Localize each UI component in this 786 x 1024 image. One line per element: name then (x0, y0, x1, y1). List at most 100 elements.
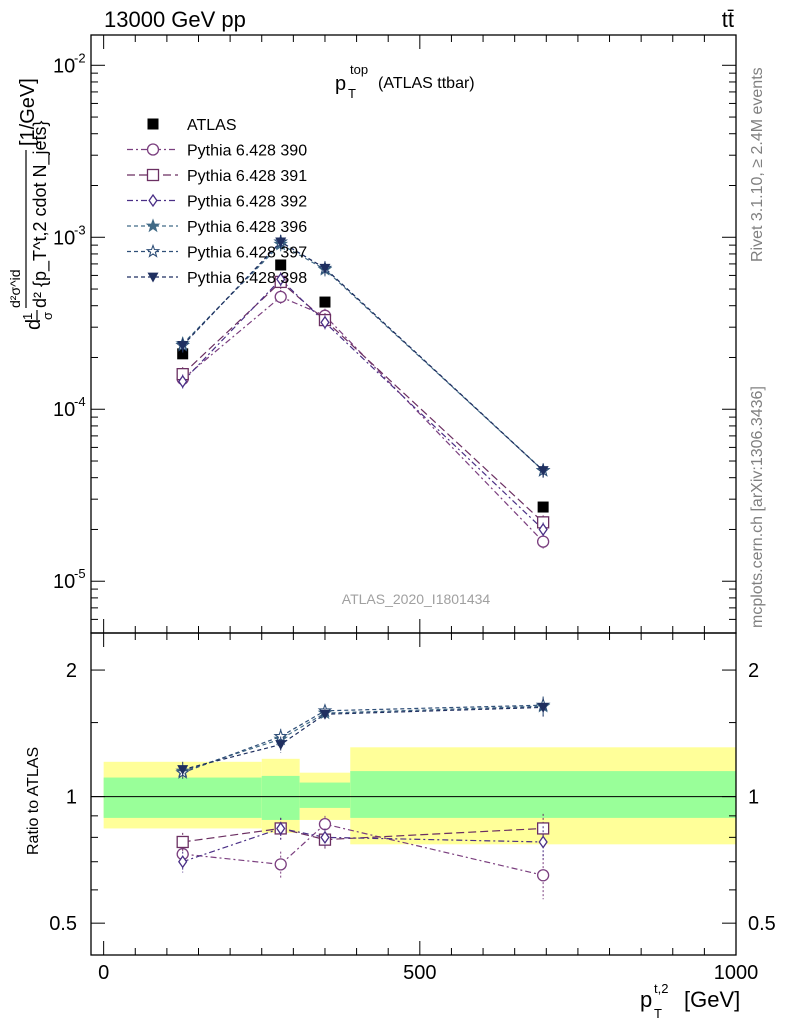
legend-marker (147, 118, 159, 130)
ratio-y-tick-label: 2 (66, 660, 77, 682)
legend-marker (146, 143, 160, 156)
ratio-uncertainty-bands (91, 747, 736, 845)
mcplots-label: mcplots.cern.ch [arXiv:1306.3436] (749, 386, 766, 628)
ratio-series-line (182, 823, 544, 876)
legend-label: Pythia 6.428 391 (187, 168, 307, 185)
ylabel-frac2-den: d² {p_T^t,2 cdot N_jets} (30, 120, 51, 308)
ratio-data-point (319, 709, 331, 720)
ratio-data-point (536, 869, 550, 882)
ratio-stat-band (299, 782, 351, 808)
y-tick-label: 10 (53, 571, 75, 593)
main-data-point (275, 259, 287, 271)
y-tick-label: 10 (53, 399, 75, 421)
ratio-y-tick-label: 0.5 (49, 913, 77, 935)
y-tick-label-exponent: -2 (74, 50, 86, 65)
legend-label: Pythia 6.428 398 (187, 270, 307, 287)
main-series-lines (182, 241, 544, 543)
ratio-series-line (182, 706, 544, 771)
xlabel-units: [GeV] (684, 987, 740, 1012)
legend-label: Pythia 6.428 390 (187, 143, 307, 160)
plot-title-sub: T (348, 86, 356, 101)
energy-label: 13000 GeV pp (104, 7, 246, 32)
y-tick-label-exponent: -4 (74, 394, 86, 409)
ylabel-frac2-num: d²σ^id (7, 269, 23, 308)
ratio-data-point (536, 822, 550, 835)
ratio-data-point (177, 765, 189, 776)
ratio-series-line (182, 827, 544, 863)
y-tick-label-exponent: -3 (74, 222, 86, 237)
legend-marker (148, 193, 158, 208)
ylabel-frac1-num: 1 (20, 313, 35, 320)
ratio-series-marks (175, 696, 551, 900)
legend-marker (146, 168, 160, 182)
y-tick-label: 10 (53, 55, 75, 77)
plot-title-sup: top (350, 62, 368, 77)
main-series-line (182, 296, 544, 543)
plot-title-p: p (335, 73, 346, 95)
main-data-point (177, 348, 189, 360)
legend-label: ATLAS (187, 117, 237, 134)
main-series-line (182, 241, 544, 472)
main-data-point (319, 296, 331, 308)
legend-marker (145, 218, 161, 233)
ratio-y-tick-label-right: 2 (748, 660, 759, 682)
legend-label: Pythia 6.428 392 (187, 194, 307, 211)
ratio-data-point (176, 835, 189, 849)
ratio-data-point (320, 830, 330, 844)
ratio-data-point (274, 858, 287, 871)
ratio-data-point (273, 728, 289, 743)
ratio-y-tick-label-right: 0.5 (748, 913, 776, 935)
main-series-line (182, 278, 544, 530)
ratio-series-lines (182, 704, 544, 876)
y-axis-label-main: d 1 σ d²σ^id d² {p_T^t,2 cdot N_jets} [1… (7, 78, 55, 330)
xlabel-p: p (640, 987, 652, 1012)
legend-label: Pythia 6.428 396 (187, 219, 307, 236)
ratio-y-tick-label-right: 1 (748, 787, 759, 809)
main-data-point (275, 237, 287, 248)
ratio-data-point (318, 817, 332, 831)
ratio-stat-band (261, 775, 300, 820)
ratio-series-line (182, 827, 544, 843)
main-series-marks (175, 234, 551, 549)
ratio-stat-band (103, 777, 262, 818)
ratio-data-point (538, 835, 548, 849)
rivet-version-label: Rivet 3.1.10, ≥ 2.4M events (749, 67, 766, 262)
ratio-plot-frame (90, 632, 737, 956)
y-tick-label-exponent: -5 (74, 566, 86, 581)
ratio-data-point (537, 703, 549, 713)
main-data-point (178, 374, 188, 389)
ratio-data-point (276, 821, 286, 836)
legend-marker (145, 243, 161, 258)
main-data-point (538, 522, 548, 537)
ylabel-units: [1/GeV] (17, 78, 39, 146)
y-axis-label-ratio: Ratio to ATLAS (25, 747, 42, 855)
ratio-y-tick-label: 1 (66, 787, 77, 809)
x-tick-label: 0 (98, 962, 109, 984)
legend: ATLAS Pythia 6.428 390 Pythia 6.428 391 Pyt… (127, 117, 307, 287)
main-data-point (536, 535, 550, 548)
y-tick-label: 10 (53, 227, 75, 249)
ratio-series-line (182, 704, 544, 774)
main-data-point (274, 290, 287, 304)
main-data-point (177, 341, 189, 351)
x-tick-label: 1000 (714, 962, 759, 984)
analysis-label: ATLAS_2020_I1801434 (342, 591, 491, 607)
ratio-data-point (275, 740, 287, 751)
ratio-data-point (178, 855, 188, 869)
main-data-point (320, 315, 330, 330)
main-data-point (276, 272, 286, 286)
xlabel-sup: t,2 (654, 981, 668, 996)
x-tick-label: 500 (403, 962, 436, 984)
ratio-stat-band (350, 771, 736, 818)
plot-title-suffix: (ATLAS ttbar) (378, 75, 475, 92)
main-series-line (182, 281, 544, 523)
xlabel-sub: T (654, 1006, 662, 1021)
legend-label: Pythia 6.428 397 (187, 245, 307, 262)
process-label: tt̄ (722, 7, 734, 32)
x-axis-label: p t,2 T [GeV] (640, 981, 740, 1021)
ylabel-frac1-den: σ (40, 312, 55, 320)
legend-marker (147, 272, 159, 283)
main-data-point (319, 263, 331, 274)
